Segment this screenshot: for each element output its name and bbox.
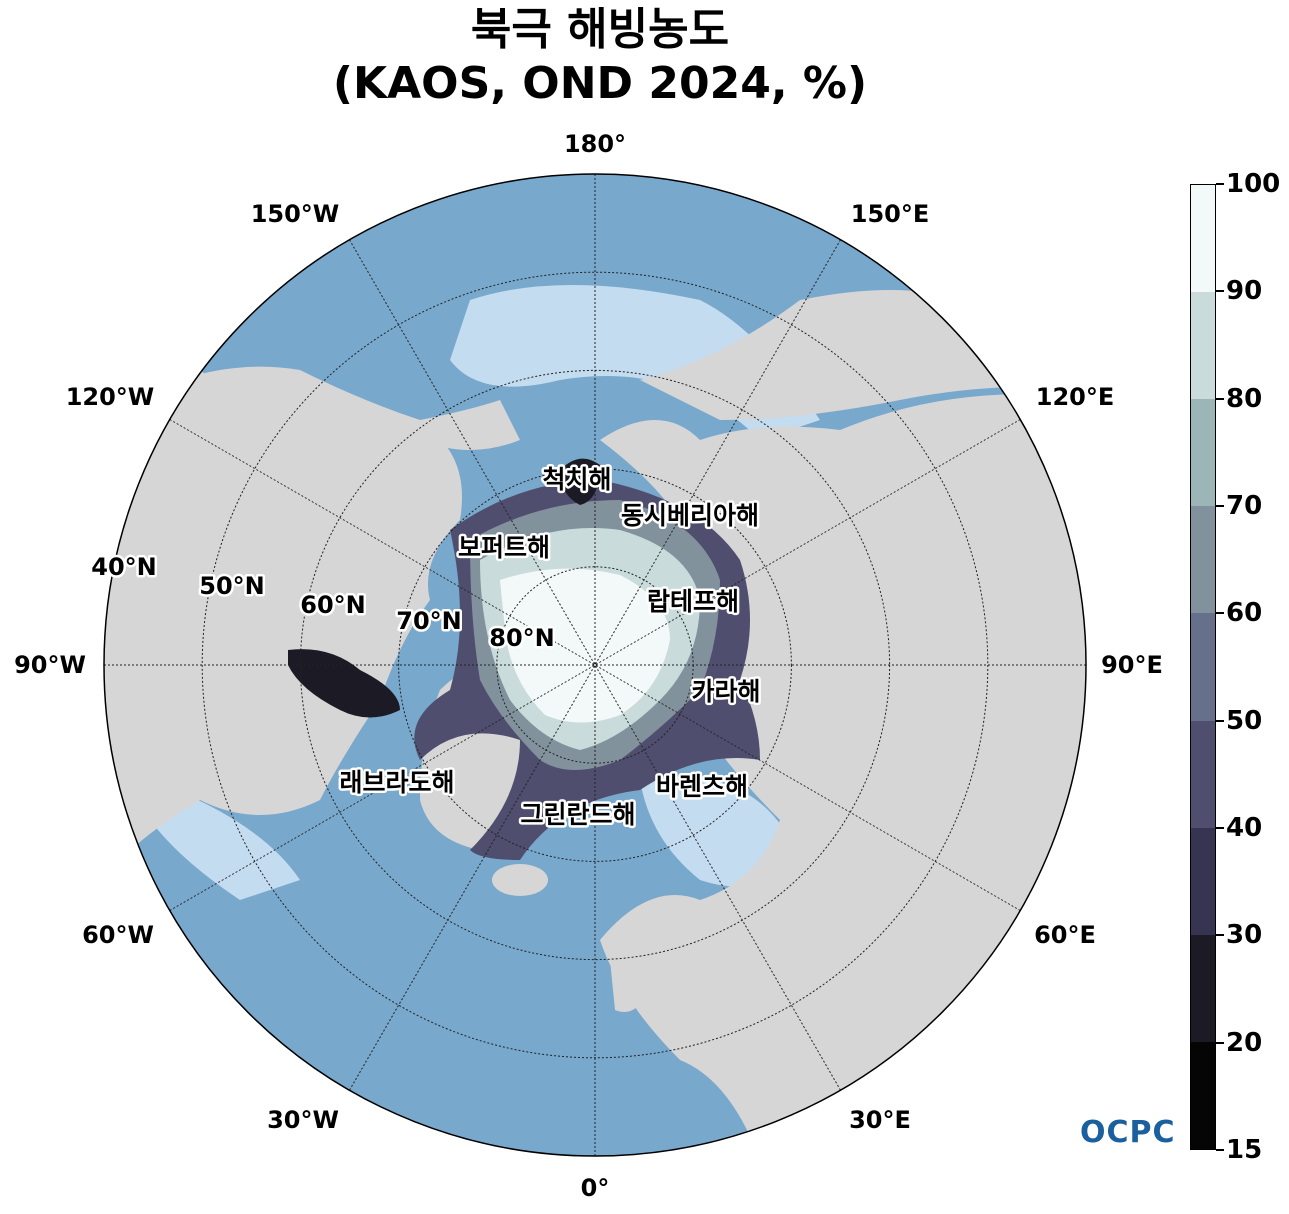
colorbar-tick: [1216, 1149, 1224, 1151]
colorbar-tick: [1216, 397, 1224, 400]
colorbar-tick: [1216, 183, 1224, 185]
colorbar-segment: [1191, 185, 1215, 293]
colorbar-segment: [1191, 827, 1215, 935]
colorbar-tick: [1216, 612, 1224, 615]
lat-label-60n: 60°N: [300, 591, 365, 619]
colorbar-segment: [1191, 506, 1215, 614]
lon-label-30w: 30°W: [267, 1106, 339, 1134]
colorbar-tick-label: 70: [1226, 491, 1263, 521]
sea-label-barents: 바렌츠해: [656, 772, 748, 801]
map-border: [103, 173, 1087, 1157]
colorbar-tick-label: 40: [1226, 813, 1263, 843]
colorbar-tick-label: 90: [1226, 276, 1263, 307]
map-layers: [104, 285, 1086, 1156]
land-british-isles: [610, 953, 650, 1012]
colorbar-segment: [1191, 934, 1215, 1042]
lon-label-0: 0°: [581, 1174, 610, 1202]
colorbar-tick: [1216, 827, 1224, 829]
lon-label-60w: 60°W: [82, 921, 154, 949]
colorbar-tick-label: 15: [1226, 1135, 1263, 1165]
sea-label-beaufort: 보퍼트해: [458, 533, 550, 562]
coastal-shelf: [150, 780, 300, 900]
sea-label-greenland: 그린란드해: [520, 800, 635, 829]
lon-label-180: 180°: [564, 130, 626, 158]
lat-label-50n: 50°N: [199, 572, 264, 600]
colorbar-tick: [1216, 290, 1224, 293]
colorbar-tick-label: 30: [1226, 920, 1263, 951]
latitude-circle: [201, 271, 989, 1059]
latitude-circle: [398, 468, 792, 862]
colorbar-tick-label: 50: [1226, 705, 1263, 736]
land-iceland: [492, 864, 548, 896]
sea-label-laptev: 랍테프해: [647, 587, 739, 616]
lon-label-60e: 60°E: [1034, 921, 1096, 949]
lon-label-120w: 120°W: [66, 383, 155, 411]
land-north-america: [104, 370, 462, 860]
ocpc-logo: OCPC: [1080, 1115, 1176, 1150]
lon-label-90e: 90°E: [1101, 651, 1163, 679]
colorbar-tick: [1216, 1041, 1224, 1044]
sea-label-chukchi: 척치해: [542, 465, 611, 494]
lon-label-30e: 30°E: [849, 1106, 911, 1134]
sea-label-kara: 카라해: [691, 677, 760, 706]
colorbar-segment: [1191, 613, 1215, 721]
colorbar-segment: [1191, 292, 1215, 400]
colorbar: [1190, 184, 1216, 1150]
lat-label-80n: 80°N: [489, 624, 554, 652]
colorbar-tick-label: 20: [1226, 1027, 1263, 1058]
map-subtitle: (KAOS, OND 2024, %): [332, 58, 868, 109]
colorbar-segment: [1191, 1041, 1215, 1149]
sea-label-labrador: 래브라도해: [339, 768, 454, 797]
land-chukotka: [180, 366, 520, 450]
graticule: [104, 174, 1086, 1156]
colorbar-tick-label: 100: [1226, 169, 1281, 199]
lat-label-40n: 40°N: [91, 553, 156, 581]
lon-label-150w: 150°W: [251, 200, 340, 228]
colorbar-tick: [1216, 505, 1224, 507]
hudson-bay-ice: [288, 649, 400, 718]
lat-label-70n: 70°N: [396, 607, 461, 635]
map-title: 북극 해빙농도: [470, 4, 730, 55]
colorbar-tick: [1216, 934, 1224, 937]
colorbar-tick-label: 80: [1226, 383, 1263, 414]
lon-label-120e: 120°E: [1036, 383, 1115, 411]
lon-label-90w: 90°W: [14, 651, 86, 679]
colorbar-tick: [1216, 719, 1224, 722]
sea-label-east-siberian: 동시베리아해: [621, 501, 759, 530]
colorbar-segment: [1191, 720, 1215, 828]
colorbar-tick-label: 60: [1226, 598, 1263, 629]
colorbar-segment: [1191, 399, 1215, 507]
lon-label-150e: 150°E: [851, 200, 930, 228]
